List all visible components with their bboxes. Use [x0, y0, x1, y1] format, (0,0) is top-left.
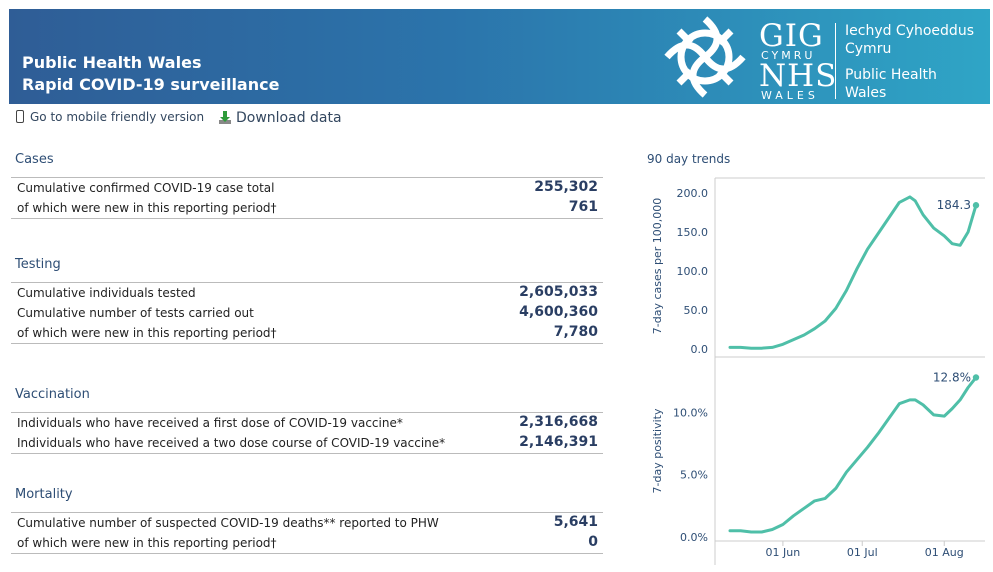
mobile-version-link[interactable]: Go to mobile friendly version	[16, 110, 204, 124]
series-end-point	[972, 374, 980, 381]
download-link-label: Download data	[236, 110, 342, 126]
row-label: Cumulative individuals tested	[17, 286, 196, 300]
y-tick-label: 50.0	[684, 304, 709, 317]
row-label: of which were new in this reporting peri…	[17, 326, 277, 340]
table-row: Cumulative number of suspected COVID-19 …	[11, 513, 603, 533]
y-tick-label: 200.0	[677, 187, 709, 200]
logo-gig-text: GIG	[759, 18, 824, 54]
row-value: 2,605,033	[519, 284, 598, 300]
trend-charts: 0.0 50.0 100.0 150.0 200.0 7-day cases per 10…	[651, 177, 985, 565]
logo-nhs-text: NHS	[759, 58, 838, 94]
header-banner: Public Health Wales Rapid COVID-19 surve…	[9, 9, 990, 104]
y-tick-label: 150.0	[677, 226, 709, 239]
org-name-line: Wales	[845, 85, 887, 101]
series-end-point	[972, 202, 980, 209]
y-axis-label: 7-day cases per 100,000	[651, 198, 664, 334]
row-value: 761	[568, 199, 598, 215]
y-axis-label: 7-day positivity	[651, 408, 664, 493]
y-tick-label: 5.0%	[680, 469, 708, 482]
section-title-cases: Cases	[15, 152, 54, 167]
section-title-vaccination: Vaccination	[15, 387, 90, 402]
row-value: 255,302	[534, 179, 598, 195]
table-row: Cumulative confirmed COVID-19 case total…	[11, 178, 603, 198]
org-name-line: Cymru	[845, 41, 892, 57]
table-row: Individuals who have received a two dose…	[11, 433, 603, 453]
table-row: Cumulative number of tests carried out 4,…	[11, 303, 603, 323]
mobile-phone-icon	[16, 110, 24, 123]
download-icon	[219, 111, 231, 124]
x-tick-label: 01 Aug	[925, 546, 964, 559]
table-row: Cumulative individuals tested 2,605,033	[11, 283, 603, 303]
row-value: 2,316,668	[519, 414, 598, 430]
vaccination-table: Individuals who have received a first do…	[11, 412, 603, 454]
row-label: of which were new in this reporting peri…	[17, 201, 277, 215]
row-label: Individuals who have received a first do…	[17, 416, 403, 430]
mobile-link-label: Go to mobile friendly version	[30, 110, 205, 124]
row-label: Cumulative number of suspected COVID-19 …	[17, 516, 439, 530]
series-line	[728, 195, 978, 350]
end-value-label: 184.3	[937, 198, 971, 212]
section-title-testing: Testing	[15, 257, 61, 272]
row-value: 2,146,391	[519, 434, 598, 450]
celtic-knot-logo-icon	[664, 16, 746, 98]
trends-title: 90 day trends	[647, 152, 731, 166]
table-row: of which were new in this reporting peri…	[11, 533, 603, 553]
page-subtitle: Rapid COVID-19 surveillance	[22, 75, 280, 94]
download-data-link[interactable]: Download data	[218, 110, 342, 126]
page-title: Public Health Wales	[22, 53, 202, 72]
row-value: 7,780	[553, 324, 598, 340]
org-name-line: Public Health	[845, 67, 937, 83]
row-label: of which were new in this reporting peri…	[17, 536, 277, 550]
table-row: of which were new in this reporting peri…	[11, 198, 603, 218]
y-tick-label: 10.0%	[673, 406, 708, 419]
mortality-table: Cumulative number of suspected COVID-19 …	[11, 512, 603, 554]
testing-table: Cumulative individuals tested 2,605,033 C…	[11, 282, 603, 344]
section-title-mortality: Mortality	[15, 487, 73, 502]
row-label: Cumulative number of tests carried out	[17, 306, 254, 320]
logo-divider	[835, 23, 836, 99]
logo-cymru-text: CYMRU	[761, 49, 816, 62]
row-label: Cumulative confirmed COVID-19 case total	[17, 181, 275, 195]
y-tick-label: 0.0	[691, 343, 709, 356]
logo-wales-text: WALES	[761, 89, 819, 102]
table-row: Individuals who have received a first do…	[11, 413, 603, 433]
cases-table: Cumulative confirmed COVID-19 case total…	[11, 177, 603, 219]
row-value: 4,600,360	[519, 304, 598, 320]
row-label: Individuals who have received a two dose…	[17, 436, 446, 450]
org-name-line: Iechyd Cyhoeddus	[845, 23, 974, 39]
row-value: 0	[588, 534, 598, 550]
table-row: of which were new in this reporting peri…	[11, 323, 603, 343]
end-value-label: 12.8%	[933, 370, 971, 384]
series-line	[728, 376, 978, 534]
y-tick-label: 100.0	[677, 265, 709, 278]
x-tick-label: 01 Jul	[847, 546, 878, 559]
row-value: 5,641	[553, 514, 598, 530]
y-tick-label: 0.0%	[680, 531, 708, 544]
x-tick-label: 01 Jun	[766, 546, 801, 559]
